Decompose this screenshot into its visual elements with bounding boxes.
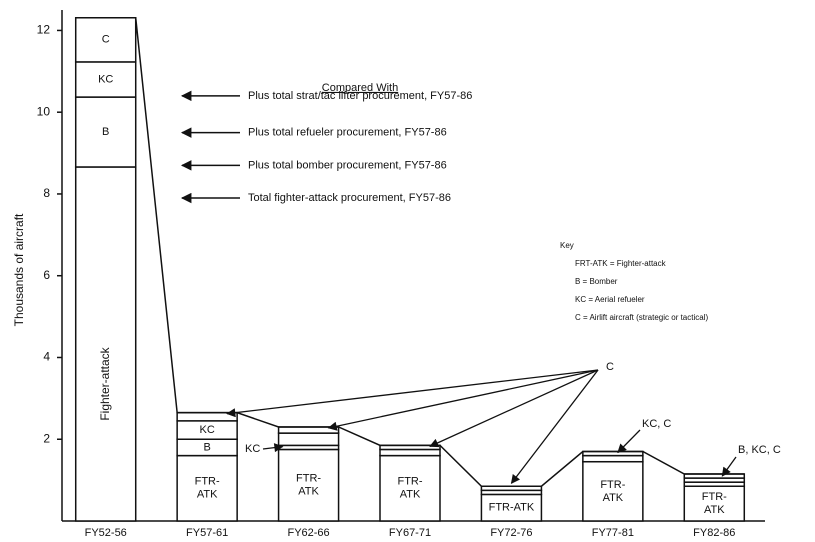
callout: B, KC, C [738,444,781,456]
segment-label: B [102,126,109,138]
y-tick-label: 6 [43,268,50,282]
bar-segment [683,485,746,522]
callout-arrow [721,456,737,477]
segment-label: KC [98,73,113,85]
y-tick-label: 10 [37,104,51,118]
connector [75,17,745,488]
bar-segment [379,454,441,522]
key-entry: C = Airlift aircraft (strategic or tacti… [575,313,708,322]
segment-label: ATK [400,489,421,501]
callout: KC [245,443,260,455]
y-tick-label: 12 [37,23,51,37]
segment-label: KC [200,424,215,436]
key-entry: FRT-ATK = Fighter-attack [575,259,667,268]
key-entry: KC = Aerial refueler [575,295,645,304]
x-tick-label: FY77-81 [592,527,634,539]
bar-segment [74,61,137,98]
bar-segment [582,454,644,463]
segment-label: ATK [197,489,218,501]
callout-arrow [429,369,599,448]
x-tick-label: FY82-86 [693,527,735,539]
segment-label: ATK [603,492,624,504]
bar-segment [277,432,340,447]
segment-label: FTR- [600,479,625,491]
bar-segment [277,448,340,522]
callout: KC, C [642,418,671,430]
callout: C [606,361,614,373]
comparison-label: Total fighter-attack procurement, FY57-8… [248,192,451,204]
segment-label: FTR-ATK [489,502,535,514]
y-tick-label: 2 [43,431,50,445]
bar-segment [74,17,137,63]
segment-label: FTR- [195,476,220,488]
x-tick-label: FY52-56 [85,527,127,539]
y-tick-label: 8 [43,186,50,200]
segment-label: ATK [704,504,725,516]
bar-segment [379,448,441,457]
x-tick-label: FY62-66 [287,527,329,539]
callout-arrow [510,369,599,484]
comparison-label: Plus total bomber procurement, FY57-86 [248,159,447,171]
x-tick-label: FY72-76 [490,527,532,539]
x-tick-label: FY67-71 [389,527,431,539]
segment-label: B [203,441,210,453]
segment-label: FTR- [296,473,321,485]
segment-label: FTR- [397,476,422,488]
key-entry: B = Bomber [575,277,618,286]
segment-label: Fighter-attack [98,346,112,420]
callout-arrow [262,443,284,453]
x-tick-label: FY57-61 [186,527,228,539]
key-title: Key [560,241,574,250]
callout-arrow [327,369,599,431]
callout-arrow [617,429,641,454]
y-tick-label: 4 [43,350,50,364]
comparison-label: Plus total refueler procurement, FY57-86 [248,127,447,139]
segment-label: FTR- [702,491,727,503]
callout-arrow [226,369,599,418]
y-axis-label: Thousands of aircraft [12,213,26,326]
segment-label: ATK [298,486,319,498]
comparison-title: Compared With [322,82,398,94]
segment-label: C [102,34,110,46]
bar-segment [74,166,137,522]
bar-segment [176,454,238,522]
bar-segment [582,460,644,522]
comparison-label: Plus total strat/tac lifter procurement,… [248,90,472,102]
